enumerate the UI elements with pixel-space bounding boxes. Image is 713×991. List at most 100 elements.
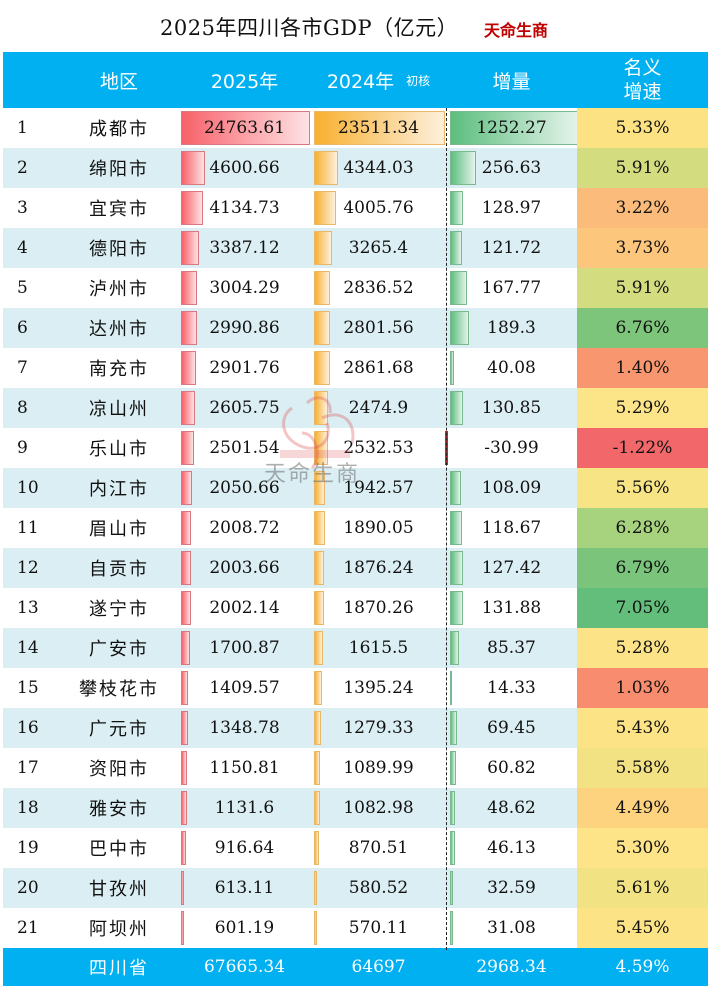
- gdp-2025-cell: 916.64: [178, 828, 311, 868]
- gdp-2025-value: 2990.86: [209, 318, 280, 338]
- gdp-2024-bar: [314, 511, 325, 545]
- growth-cell: -1.22%: [577, 428, 708, 468]
- region-name: 成都市: [89, 119, 149, 140]
- gdp-2024-value: 1279.33: [343, 718, 414, 738]
- growth-cell: 5.28%: [577, 628, 708, 668]
- header-2025-label: 2025年: [210, 70, 279, 93]
- gdp-2024-cell: 1395.24: [311, 668, 446, 708]
- gdp-2024-cell: 1870.26: [311, 588, 446, 628]
- table-row: 12 自贡市 2003.66 1876.24 127.42 6.79%: [3, 548, 708, 588]
- gdp-2024-cell: 1279.33: [311, 708, 446, 748]
- growth-cell: 5.45%: [577, 908, 708, 948]
- header-growth-line2: 增速: [623, 81, 662, 103]
- rank: 20: [17, 878, 39, 898]
- increment-bar: [450, 751, 456, 785]
- gdp-2024-value: 1870.26: [343, 598, 414, 618]
- growth-value: 5.45%: [615, 918, 670, 938]
- gdp-2024-bar: [314, 191, 336, 225]
- increment-cell: 118.67: [446, 508, 577, 548]
- gdp-2024-cell: 2532.53: [311, 428, 446, 468]
- gdp-2025-value: 2003.66: [209, 558, 280, 578]
- gdp-2025-value: 2501.54: [209, 438, 280, 458]
- growth-value: 5.58%: [615, 758, 670, 778]
- growth-value: 5.28%: [615, 638, 670, 658]
- gdp-2024-bar: [314, 431, 328, 465]
- gdp-2024-cell: 1089.99: [311, 748, 446, 788]
- gdp-2025-bar: [181, 591, 191, 625]
- gdp-2024-value: 1615.5: [348, 638, 409, 658]
- gdp-2024-bar: [314, 631, 323, 665]
- gdp-2024-cell: 1615.5: [311, 628, 446, 668]
- growth-cell: 5.29%: [577, 388, 708, 428]
- increment-cell: 46.13: [446, 828, 577, 868]
- increment-value: 48.62: [487, 798, 536, 818]
- gdp-2024-cell: 4005.76: [311, 188, 446, 228]
- rank: 18: [17, 798, 39, 818]
- growth-value: 5.91%: [615, 278, 670, 298]
- gdp-2024-value: 2532.53: [343, 438, 414, 458]
- gdp-2025-value: 4134.73: [209, 198, 280, 218]
- gdp-2024-cell: 4344.03: [311, 148, 446, 188]
- region-name: 绵阳市: [89, 159, 149, 180]
- rank: 7: [17, 358, 28, 378]
- total-growth: 4.59%: [615, 957, 670, 977]
- increment-cell: -30.99: [445, 428, 577, 468]
- gdp-2025-bar: [181, 471, 192, 505]
- gdp-2025-cell: 2501.54: [178, 428, 311, 468]
- region-name: 资阳市: [89, 759, 149, 780]
- increment-bar: [450, 551, 463, 585]
- header-2025: 2025年: [178, 52, 311, 108]
- gdp-2025-value: 1700.87: [209, 638, 280, 658]
- gdp-2025-bar: [181, 631, 190, 665]
- gdp-2025-bar: [181, 791, 187, 825]
- increment-bar: [450, 471, 461, 505]
- table-row: 20 甘孜州 613.11 580.52 32.59 5.61%: [3, 868, 708, 908]
- gdp-2025-cell: 2050.66: [178, 468, 311, 508]
- rank: 2: [17, 158, 28, 178]
- gdp-2025-value: 24763.61: [203, 118, 286, 138]
- gdp-2025-cell: 4134.73: [178, 188, 311, 228]
- gdp-2024-cell: 2861.68: [311, 348, 446, 388]
- increment-bar: [450, 871, 453, 905]
- gdp-2024-value: 1942.57: [343, 478, 414, 498]
- rank: 16: [17, 718, 39, 738]
- table-header: 地区 2025年 2024年 初核 增量 名义 增速: [3, 52, 708, 108]
- gdp-2024-cell: 1942.57: [311, 468, 446, 508]
- gdp-2024-cell: 570.11: [311, 908, 446, 948]
- table-row: 3 宜宾市 4134.73 4005.76 128.97 3.22%: [3, 188, 708, 228]
- growth-value: 5.43%: [615, 718, 670, 738]
- gdp-2025-bar: [181, 311, 197, 345]
- gdp-2024-value: 1395.24: [343, 678, 414, 698]
- gdp-2025-bar: [181, 711, 188, 745]
- growth-value: 5.61%: [615, 878, 670, 898]
- gdp-2025-value: 2008.72: [209, 518, 280, 538]
- table-row: 5 泸州市 3004.29 2836.52 167.77 5.91%: [3, 268, 708, 308]
- increment-value: 85.37: [487, 638, 536, 658]
- total-name: 四川省: [89, 958, 149, 979]
- growth-cell: 5.91%: [577, 268, 708, 308]
- increment-bar: [450, 511, 462, 545]
- increment-cell: 31.08: [446, 908, 577, 948]
- gdp-2024-value: 570.11: [348, 918, 409, 938]
- total-2024: 64697: [351, 957, 406, 977]
- total-row: 四川省 67665.34 64697 2968.34 4.59%: [3, 948, 708, 986]
- total-increment: 2968.34: [476, 957, 547, 977]
- gdp-2025-bar: [181, 271, 197, 305]
- increment-bar: [450, 151, 476, 185]
- gdp-2025-cell: 613.11: [178, 868, 311, 908]
- increment-value: 1252.27: [476, 118, 547, 138]
- growth-cell: 1.40%: [577, 348, 708, 388]
- gdp-2025-bar: [181, 391, 195, 425]
- region-name: 自贡市: [89, 559, 149, 580]
- gdp-2024-value: 1876.24: [343, 558, 414, 578]
- growth-cell: 5.43%: [577, 708, 708, 748]
- gdp-2024-bar: [314, 471, 325, 505]
- gdp-2024-value: 1089.99: [343, 758, 414, 778]
- gdp-2024-cell: 2474.9: [311, 388, 446, 428]
- gdp-2024-cell: 580.52: [311, 868, 446, 908]
- gdp-2025-cell: 2901.76: [178, 348, 311, 388]
- gdp-2025-value: 3387.12: [209, 238, 280, 258]
- increment-bar: [450, 911, 453, 945]
- gdp-2025-bar: [181, 551, 191, 585]
- table-row: 1 成都市 24763.61 23511.34 1252.27 5.33%: [3, 108, 708, 148]
